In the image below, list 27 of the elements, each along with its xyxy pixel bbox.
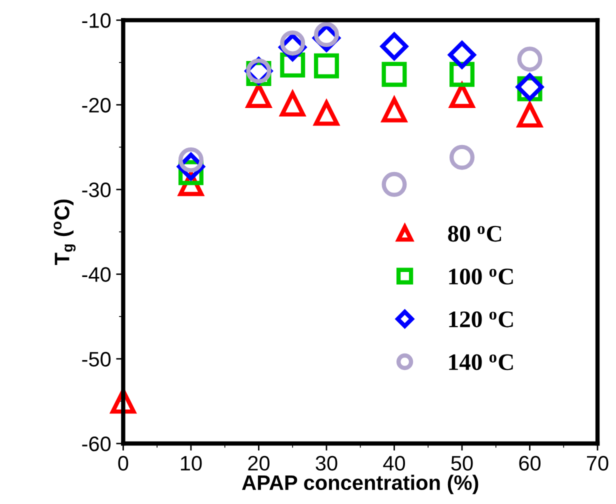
x-axis-title: APAP concentration (%) — [242, 474, 478, 494]
x-tick-label: 20 — [248, 456, 270, 471]
y-tick-label: -30 — [82, 182, 111, 198]
y-axis-title: T$_{g}$ ($^{o}$C) — [54, 200, 76, 266]
legend-label: 100 $^{o}$C — [449, 268, 513, 285]
point — [382, 172, 407, 197]
point — [380, 32, 408, 60]
point — [448, 41, 476, 69]
x-tick-label: 30 — [316, 456, 338, 471]
point — [314, 53, 339, 78]
y-tick-label: -40 — [82, 267, 111, 282]
x-tick-label: 0 — [118, 456, 128, 471]
point — [450, 144, 474, 170]
legend-label: 120 $^{o}$C — [449, 311, 513, 328]
x-tick-label: 10 — [180, 456, 202, 471]
legend-label: 80 $^{o}$C — [448, 226, 502, 242]
y-tick-label: -10 — [82, 13, 111, 28]
y-tick-label: -50 — [82, 352, 111, 367]
x-tick-label: 70 — [587, 456, 608, 471]
y-tick-label: -20 — [82, 98, 111, 113]
x-tick-label: 60 — [519, 456, 541, 471]
point — [382, 62, 407, 87]
x-tick-label: 50 — [451, 456, 473, 471]
point — [517, 46, 542, 72]
legend-label: 140 $^{o}$C — [449, 354, 513, 370]
y-tick-label: -60 — [82, 436, 111, 452]
x-tick-label: 40 — [383, 456, 406, 471]
